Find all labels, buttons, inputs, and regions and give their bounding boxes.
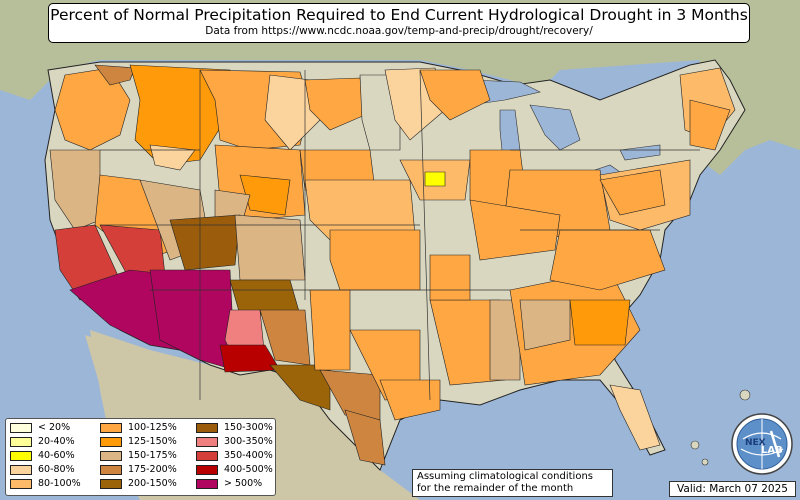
legend-label: < 20% xyxy=(38,422,71,433)
legend-label: 300-350% xyxy=(224,436,273,447)
legend-label: 400-500% xyxy=(224,464,273,475)
legend-item: < 20% xyxy=(10,421,70,434)
legend-label: 100-125% xyxy=(128,422,177,433)
legend-label: 150-300% xyxy=(224,422,273,433)
legend-label: 60-80% xyxy=(38,464,75,475)
legend-item: 125-150% xyxy=(100,435,177,448)
legend-swatch xyxy=(196,436,218,447)
legend-label: 125-150% xyxy=(128,436,177,447)
note-line-1: Assuming climatological conditions xyxy=(417,471,593,482)
valid-date: Valid: March 07 2025 xyxy=(677,483,788,495)
canada-land xyxy=(0,0,800,175)
valid-date-box: Valid: March 07 2025 xyxy=(669,481,796,497)
drought-regions xyxy=(49,64,736,466)
legend-label: 80-100% xyxy=(38,478,81,489)
legend-swatch xyxy=(10,450,32,461)
title-box: Percent of Normal Precipitation Required… xyxy=(48,3,750,43)
legend-item: 400-500% xyxy=(196,463,273,476)
logo-text-left: NEX xyxy=(745,438,766,448)
legend-swatch xyxy=(10,478,32,489)
legend-item: 100-125% xyxy=(100,421,177,434)
legend-item: 40-60% xyxy=(10,449,75,462)
legend-label: 40-60% xyxy=(38,450,75,461)
globe-logo-icon: NEX LAB xyxy=(731,413,793,475)
legend-item: 80-100% xyxy=(10,477,81,490)
lake-ontario xyxy=(619,144,661,161)
legend: < 20% 20-40% 40-60% 60-80% 80-100% 100-1… xyxy=(5,418,276,496)
legend-item: 175-200% xyxy=(100,463,177,476)
legend-item: 150-175% xyxy=(100,449,177,462)
lake-huron xyxy=(529,104,581,151)
legend-swatch xyxy=(196,478,218,489)
legend-swatch xyxy=(100,436,122,447)
legend-swatch xyxy=(100,464,122,475)
assumption-note: Assuming climatological conditions for t… xyxy=(412,469,613,497)
legend-swatch xyxy=(10,436,32,447)
legend-item: 20-40% xyxy=(10,435,75,448)
legend-swatch xyxy=(100,478,122,489)
legend-item: 60-80% xyxy=(10,463,75,476)
legend-label: 350-400% xyxy=(224,450,273,461)
legend-label: 150-175% xyxy=(128,450,177,461)
legend-swatch xyxy=(100,422,122,433)
page-title: Percent of Normal Precipitation Required… xyxy=(50,6,748,24)
legend-label: 20-40% xyxy=(38,436,75,447)
note-line-2: for the remainder of the month xyxy=(417,483,574,494)
legend-swatch xyxy=(10,464,32,475)
legend-swatch xyxy=(196,464,218,475)
legend-item: 150-300% xyxy=(196,421,273,434)
legend-item: 200-150% xyxy=(100,477,177,490)
logo-text-right: LAB xyxy=(761,445,783,456)
legend-item: 300-350% xyxy=(196,435,273,448)
legend-swatch xyxy=(10,422,32,433)
legend-label: 175-200% xyxy=(128,464,177,475)
legend-label: > 500% xyxy=(224,478,263,489)
page-subtitle: Data from https://www.ncdc.noaa.gov/temp… xyxy=(205,25,593,37)
legend-label: 200-150% xyxy=(128,478,177,489)
legend-item: > 500% xyxy=(196,477,262,490)
legend-swatch xyxy=(100,450,122,461)
legend-swatch xyxy=(196,450,218,461)
legend-item: 350-400% xyxy=(196,449,273,462)
legend-swatch xyxy=(196,422,218,433)
